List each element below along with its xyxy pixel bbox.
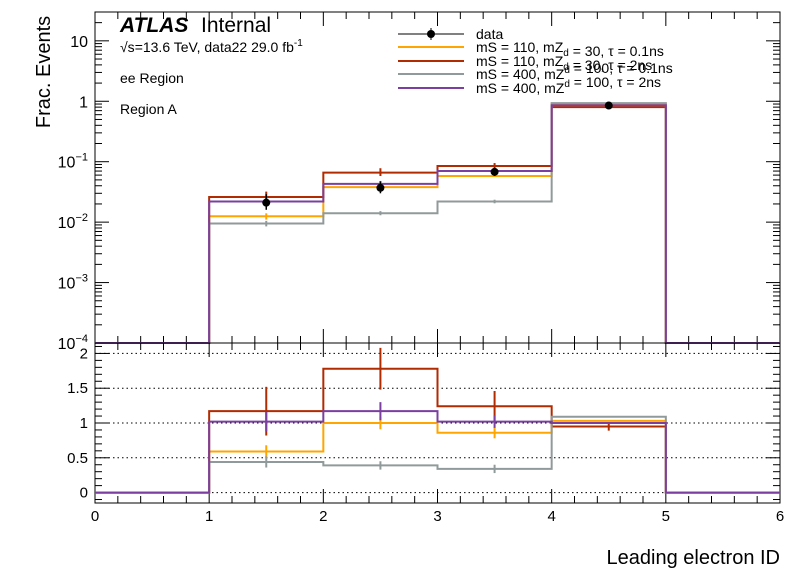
ratio-panel: 0 1 2 3 4 5 6 0 0.5 1 1.5 2 bbox=[67, 342, 784, 525]
data-point bbox=[604, 101, 613, 110]
legend-label-s1: mS = 110, mZd = 30, τ = 0.1ns bbox=[476, 39, 664, 59]
ratio-series-s1 bbox=[95, 419, 780, 494]
x-tick-label: 4 bbox=[547, 508, 555, 525]
x-axis-label: Leading electron ID bbox=[607, 547, 780, 569]
y-tick-label: 10−2 bbox=[58, 212, 88, 232]
x-tick-label: 5 bbox=[662, 508, 670, 525]
y-axis-label: Frac. Events bbox=[33, 16, 55, 128]
main-series-s2 bbox=[95, 106, 780, 344]
legend-label-s3: mS = 400, mZd = 100, τ = 0.1ns bbox=[476, 60, 673, 82]
main-series-s4 bbox=[95, 104, 780, 344]
ratio-series-s4 bbox=[95, 410, 780, 494]
legend-label-s4: mS = 400, mZd = 100, τ = 2ns bbox=[476, 74, 661, 96]
data-point bbox=[376, 183, 385, 192]
x-tick-label: 2 bbox=[319, 508, 327, 525]
x-tick-label: 6 bbox=[776, 508, 784, 525]
main-series-s3 bbox=[95, 102, 780, 344]
x-tick-label: 0 bbox=[91, 508, 99, 525]
legend-label-data: data bbox=[476, 26, 503, 42]
internal-label: Internal bbox=[201, 14, 271, 37]
y-tick-label: 1 bbox=[79, 94, 88, 111]
legend-marker-data bbox=[427, 30, 435, 38]
ratio-y-tick-label: 2 bbox=[80, 345, 88, 362]
ratio-y-tick-label: 1.5 bbox=[67, 380, 88, 397]
legend-label-s2: mS = 110, mZd = 30, τ = 2ns bbox=[476, 53, 652, 73]
data-point bbox=[490, 167, 499, 176]
main-panel: 10 1 10−1 10−2 10−3 10−4 ATLAS Internal√s=13.6 … bbox=[58, 11, 781, 353]
ratio-y-tick-label: 0.5 bbox=[67, 450, 88, 467]
x-tick-label: 1 bbox=[205, 508, 213, 525]
region-label-2: Region A bbox=[120, 101, 177, 117]
main-series-s1 bbox=[95, 102, 780, 344]
y-tick-label: 10−1 bbox=[58, 152, 88, 172]
energy-label: √s=13.6 TeV, data22 29.0 fb-1 bbox=[120, 38, 303, 55]
region-label-1: ee Region bbox=[120, 70, 184, 86]
ratio-y-tick-label: 0 bbox=[80, 485, 88, 502]
y-tick-label: 10 bbox=[70, 34, 88, 51]
y-tick-label: 10−4 bbox=[58, 333, 88, 353]
x-tick-label: 3 bbox=[433, 508, 441, 525]
atlas-label: ATLAS bbox=[119, 14, 188, 37]
data-point bbox=[262, 198, 271, 207]
ratio-y-tick-label: 1 bbox=[80, 415, 88, 432]
y-tick-label: 10−3 bbox=[58, 273, 88, 293]
